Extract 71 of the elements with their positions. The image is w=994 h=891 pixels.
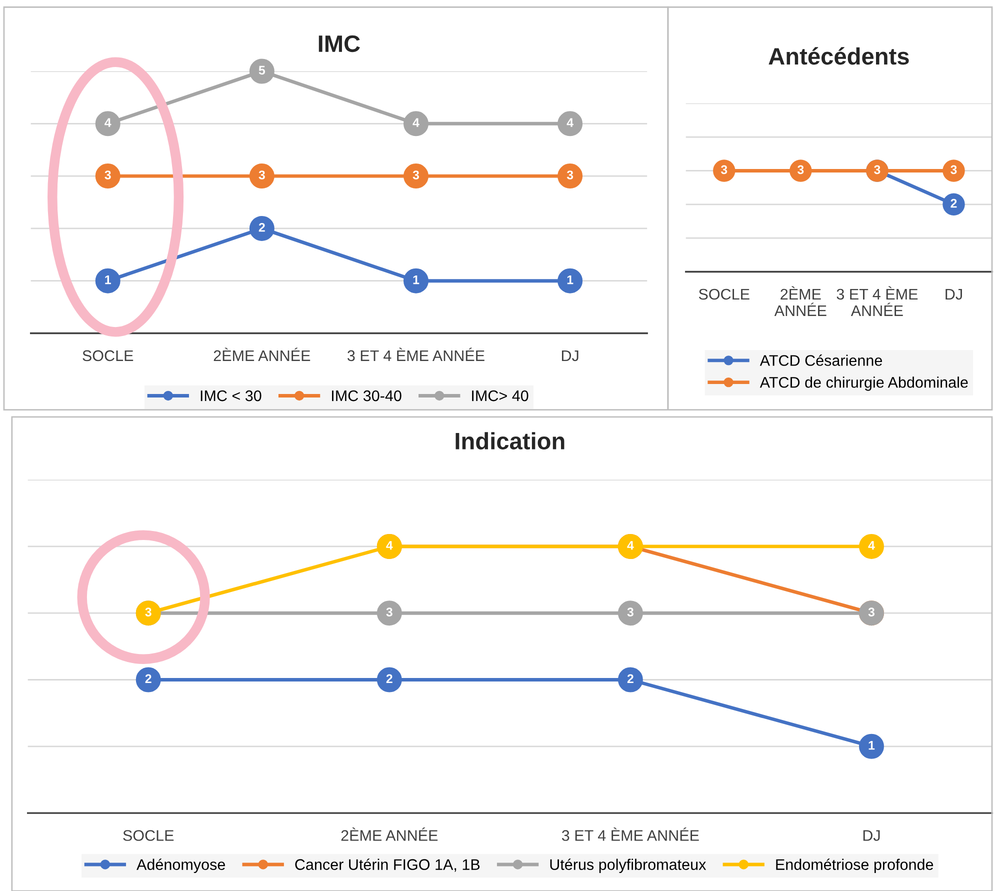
x-tick-label: 3 ET 4 ÈME ANNÉE [348,348,484,362]
data-label: 4 [104,118,112,127]
x-tick-label: SOCLE [123,830,174,841]
point [249,58,274,84]
data-label: 1 [105,275,111,284]
chart-title: Antécédents [768,47,909,65]
legend-label: ATCD Césarienne [760,354,882,366]
point [95,111,120,136]
data-label: 3 [868,608,875,616]
data-label: 4 [868,541,875,550]
point [376,667,402,692]
data-label: 4 [566,118,574,127]
legend-label: IMC 30-40 [332,390,402,402]
data-label: 3 [797,165,804,174]
point [249,216,274,241]
legend-label: Endométriose profonde [776,858,934,874]
point [558,268,583,294]
data-label: 2 [386,674,392,683]
data-label: 4 [386,541,393,550]
chart-title: Indication [456,432,564,450]
data-label: 3 [720,165,728,174]
point [95,268,120,294]
x-tick-label: DJ [863,830,880,841]
x-tick-label: SOCLE [82,350,134,362]
point [558,111,583,136]
legend-label: Cancer Utérin FIGO 1A, 1B [295,858,480,872]
data-label: 3 [104,170,111,180]
data-label: 1 [413,275,420,284]
point [858,534,884,559]
x-tick-label: 2ÈME ANNÉE [214,348,310,361]
point [858,734,884,759]
legend-label: Adénomyose [136,858,226,874]
legend-label: IMC < 30 [200,390,262,402]
data-label: 3 [874,165,880,174]
data-label: 3 [950,165,957,174]
data-label: 3 [566,170,574,180]
data-label: 1 [868,741,875,750]
point [403,268,428,294]
data-label: 2 [950,198,957,208]
data-label: 3 [627,608,634,616]
point [95,164,120,189]
data-label: 5 [258,66,266,75]
data-label: 3 [386,608,392,616]
data-label: 3 [145,608,152,616]
data-label: 3 [412,170,420,180]
x-tick-label: SOCLE [698,288,750,300]
x-tick-label: 2ÈME ANNÉE [341,828,438,841]
legend-label: ATCD de chirurgie Abdominale [760,376,968,391]
data-label: 4 [412,118,420,127]
chart-title: IMC [318,35,360,52]
data-label: 2 [258,222,265,232]
legend-label: IMC> 40 [472,390,528,402]
point [558,164,583,189]
point [618,667,643,692]
data-label: 1 [567,275,574,284]
point [249,164,274,189]
point [403,111,428,136]
point [376,600,402,626]
x-tick-label: 3 ET 4 ÈME ANNÉE [562,828,699,841]
data-label: 2 [627,674,634,683]
data-label: 3 [258,170,265,180]
x-tick-label: 3 ET 4 ÈME ANNÉE [836,286,918,316]
point [618,600,643,626]
point [136,667,161,692]
point [403,164,428,189]
x-tick-label: DJ [562,350,578,362]
data-label: 4 [627,541,634,550]
x-tick-label: 2ÈME ANNÉE [774,286,826,316]
data-label: 2 [145,674,152,683]
x-tick-label: DJ [946,288,962,300]
legend-label: Utérus polyfibromateux [550,858,706,874]
